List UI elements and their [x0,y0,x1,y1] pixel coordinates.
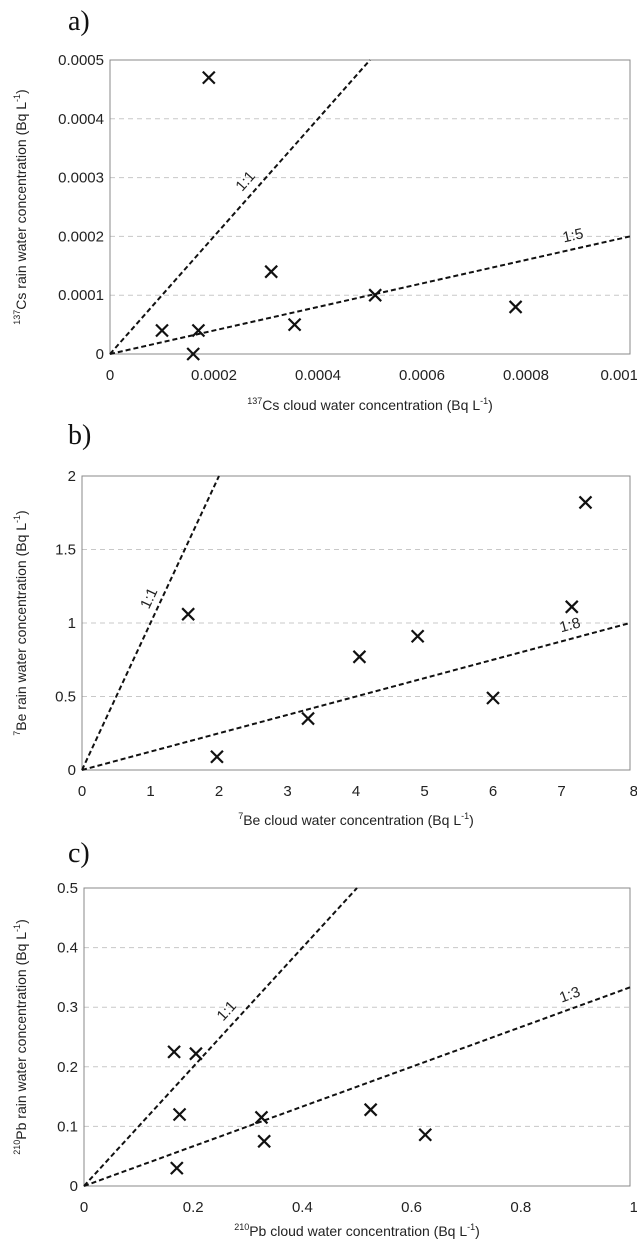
y-tick-label: 0.1 [57,1118,78,1135]
x-tick-label: 1 [630,1199,637,1216]
data-point [564,600,579,614]
x-tick-label: 0.4 [292,1199,313,1216]
y-tick-label: 0.0005 [58,52,104,69]
data-point [410,629,425,644]
data-point [352,650,367,664]
x-tick-label: 0.001 [600,367,637,384]
ratio-line-1-1 [83,887,358,1187]
data-point [257,1134,271,1149]
y-axis-title: 210Pb rain water concentration (Bq L-1) [12,919,29,1155]
x-tick-label: 0.0006 [399,367,445,384]
data-point [186,347,200,361]
ratio-line-label: 1:5 [561,225,585,246]
y-tick-label: 0.0003 [58,170,104,187]
data-point [202,70,216,85]
panel-label: b) [68,420,92,451]
y-tick-label: 0.0004 [58,111,104,128]
x-tick-label: 0.6 [401,1199,422,1216]
y-tick-label: 0.0001 [58,287,104,304]
x-tick-label: 0 [106,367,114,384]
y-tick-label: 0.0002 [58,228,104,245]
x-tick-label: 7 [557,783,565,800]
y-tick-label: 0 [70,1178,78,1195]
data-point [486,691,500,705]
ratio-line-label: 1:8 [558,614,583,636]
plot-frame [83,887,631,1187]
data-point [418,1127,433,1142]
x-tick-label: 1 [146,783,154,800]
x-tick-label: 3 [283,783,291,800]
ratio-line-label: 1:3 [557,983,582,1006]
x-tick-label: 4 [352,783,360,800]
data-point [170,1161,184,1175]
y-tick-label: 0.5 [57,880,78,897]
y-axis-title: 7Be rain water concentration (Bq L-1) [12,510,29,735]
data-point [254,1110,269,1125]
ratio-line-1-5 [109,235,631,355]
ratio-line-1-3 [83,986,631,1187]
y-tick-label: 0.3 [57,999,78,1016]
data-point [301,711,315,726]
panel-b: b) 0 0.5 1 1.5 2 0 1 2 3 4 5 6 7 8 1:1 1:8 7Be cloud wat… [12,420,637,828]
x-tick-label: 2 [215,783,223,800]
x-tick-label: 0 [78,783,86,800]
x-tick-label: 0.0004 [295,367,341,384]
x-tick-label: 0.2 [183,1199,204,1216]
data-point [363,1102,378,1117]
y-tick-label: 1 [68,615,76,632]
data-point [172,1107,187,1122]
panel-label: a) [68,6,90,37]
data-point [210,749,224,764]
y-tick-label: 0 [68,762,76,779]
data-point [191,323,206,338]
x-tick-label: 6 [489,783,497,800]
panel-label: c) [68,838,90,869]
data-point [155,323,169,338]
y-tick-label: 1.5 [55,542,76,559]
x-axis-title: 137Cs cloud water concentration (Bq L-1) [247,396,493,413]
y-tick-label: 0.5 [55,689,76,706]
x-tick-label: 0 [80,1199,88,1216]
data-point [167,1045,181,1059]
data-point [368,288,382,302]
data-point [181,607,195,621]
data-point [578,495,593,510]
y-tick-label: 2 [68,468,76,485]
y-tick-label: 0.4 [57,940,78,957]
x-axis-title: 7Be cloud water concentration (Bq L-1) [238,811,474,828]
x-tick-label: 8 [630,783,637,800]
ratio-line-1-1 [109,59,371,355]
plot-frame [81,475,631,771]
x-tick-label: 0.8 [510,1199,531,1216]
x-axis-title: 210Pb cloud water concentration (Bq L-1) [234,1222,480,1239]
ratio-line-1-1 [81,475,220,771]
chart-a: 0 0.0001 0.0002 0.0003 0.0004 0.0005 0 0.0002 0.… [12,52,637,413]
ratio-line-1-8 [81,622,631,771]
data-point [287,317,302,332]
panel-a: a) 0 0.0001 0.0002 0.0003 0.0004 0.0005 0 0.000… [0,0,637,413]
y-tick-label: 0 [96,346,104,363]
x-tick-label: 0.0002 [191,367,237,384]
data-point [508,300,523,314]
x-tick-label: 5 [420,783,428,800]
y-tick-label: 0.2 [57,1059,78,1076]
data-point [189,1046,203,1061]
x-tick-label: 0.0008 [503,367,549,384]
data-point [264,264,278,279]
y-axis-title: 137Cs rain water concentration (Bq L-1) [12,89,29,324]
